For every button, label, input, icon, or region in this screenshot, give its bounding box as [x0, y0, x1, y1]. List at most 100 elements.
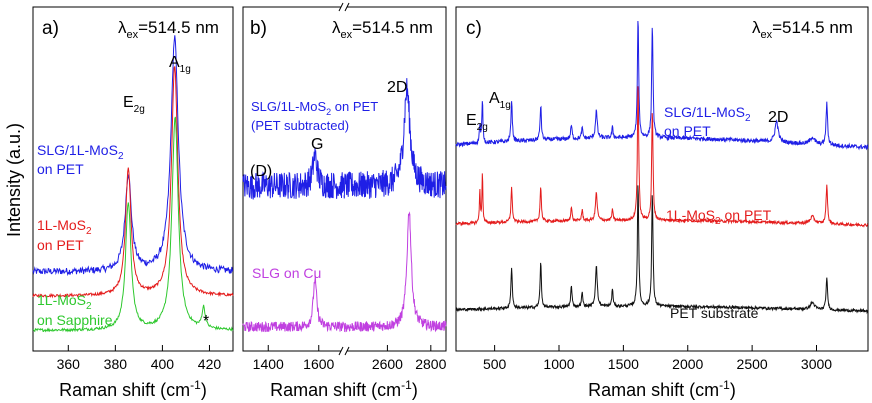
panel-c-series-label-black: PET substrate — [670, 305, 759, 321]
panel-c-red-line2: on PET — [721, 207, 772, 223]
panel-c-lambda: λ — [752, 18, 761, 37]
panel-b-xtick-label-1600: 1600 — [303, 356, 334, 372]
panel-b-break-mark-0b — [344, 2, 350, 12]
panel-c-annot-a1g: A1g — [489, 90, 511, 111]
panel-b-series-0-right — [343, 78, 447, 199]
panel-c-blue-sub: 2 — [745, 113, 751, 124]
panel-b-wavelength-value: =514.5 nm — [352, 18, 433, 37]
panel-b-annot-g: G — [311, 136, 323, 153]
panel-a-e2g-text: E — [123, 94, 134, 111]
panel-a-green-line1: 1L-MoS — [37, 292, 86, 308]
panel-c-series-label-red: 1L-MoS2 on PET — [666, 207, 772, 227]
panel-c-a1g-sub: 1g — [500, 100, 511, 111]
panel-a: 360 380 400 420 a) λex=514.5 nm SLG/1L-MoS2… — [32, 6, 234, 372]
panel-c-xtick-label-500: 500 — [483, 356, 507, 372]
panel-b-break-mark-1a — [338, 346, 344, 356]
panel-c-e2g-text: E — [466, 112, 477, 129]
panel-c-frame — [455, 6, 869, 352]
panel-a-xtick-label-400: 400 — [151, 356, 175, 372]
panel-a-wavelength-value: =514.5 nm — [138, 18, 219, 37]
panel-b-blue-line3: (PET subtracted) — [251, 118, 349, 133]
panel-b-annot-d: (D) — [250, 163, 272, 180]
panel-a-frame — [32, 6, 234, 352]
panel-c-ticks: 500 1000 1500 2000 2500 3000 — [483, 345, 832, 372]
panel-b-series-1-right — [343, 211, 447, 333]
y-axis-label: Intensity (a.u.) — [4, 123, 24, 237]
panel-c-series-1-line — [455, 86, 869, 228]
panel-b-ticks: 1400 1600 2600 2800 — [253, 2, 447, 372]
panel-b-label: b) — [250, 18, 267, 39]
panel-c-xtick-label-3000: 3000 — [801, 356, 832, 372]
panel-c-lambda-sub: ex — [761, 29, 773, 41]
panel-a-series-label-blue: SLG/1L-MoS2 on PET — [37, 142, 127, 177]
panel-b-blue-line1: SLG/1L-MoS — [251, 99, 326, 114]
panel-b-xtick-label-2800: 2800 — [415, 356, 446, 372]
x-axis-label-a: Raman shift (cm-1) — [59, 378, 207, 400]
panel-a-a1g-text: A — [169, 54, 180, 71]
x-axis-label-a-text: Raman shift (cm — [59, 380, 190, 400]
x-axis-label-b: Raman shift (cm-1) — [270, 378, 418, 400]
panel-b-series — [242, 78, 447, 333]
panel-a-e2g-sub: 2g — [134, 104, 145, 115]
panel-a-xtick-label-420: 420 — [198, 356, 222, 372]
panel-a-series-1-line — [32, 66, 234, 299]
panel-c-series-0-line — [455, 20, 869, 151]
panel-a-annot-a1g: A1g — [169, 54, 191, 75]
panel-a-xtick-label-360: 360 — [57, 356, 81, 372]
panel-a-wavelength: λex=514.5 nm — [118, 18, 219, 41]
x-axis-label-b-text: Raman shift (cm — [270, 380, 401, 400]
panel-a-label: a) — [42, 18, 59, 39]
panel-b-xtick-label-1400: 1400 — [253, 356, 284, 372]
panel-b-series-1-left — [242, 275, 344, 333]
panel-b-lambda: λ — [332, 18, 341, 37]
panel-b-blue-line2: on PET — [331, 99, 378, 114]
panel-a-blue-line2: on PET — [37, 161, 84, 177]
x-axis-label-a-sup: -1 — [190, 378, 201, 392]
panel-a-a1g-sub: 1g — [180, 64, 191, 75]
panel-b-break-gap-1 — [341, 347, 347, 355]
panel-b-xtick-label-2600: 2600 — [372, 356, 403, 372]
panel-b-break-gap-0 — [341, 3, 347, 11]
panel-c-red-sub: 2 — [715, 216, 721, 227]
panel-c-red-line1: 1L-MoS — [666, 207, 715, 223]
panel-a-annot-e2g: E2g — [123, 94, 145, 115]
panel-b-purple-line1: SLG on Cu — [252, 265, 321, 281]
panel-b-blue-sub: 2 — [326, 107, 331, 117]
panel-c-xtick-label-2000: 2000 — [672, 356, 703, 372]
panel-a-red-line1: 1L-MoS — [37, 217, 86, 233]
panel-c-xtick-label-1500: 1500 — [608, 356, 639, 372]
x-axis-label-c-text: Raman shift (cm — [588, 380, 719, 400]
panel-a-lambda: λ — [118, 18, 127, 37]
panel-b: 1400 1600 2600 2800 b) λex=514.5 nm SLG/1L-… — [242, 2, 447, 372]
panel-a-blue-sub: 2 — [118, 151, 124, 162]
panel-a-series-0-line — [32, 35, 234, 277]
panel-a-series-label-green: 1L-MoS2 on Sapphire — [37, 292, 113, 328]
panel-c-series-2-line — [455, 185, 869, 315]
panel-c-wavelength-value: =514.5 nm — [772, 18, 853, 37]
panel-c-blue-line1: SLG/1L-MoS — [664, 104, 745, 120]
panel-c-e2g-sub: 2g — [477, 122, 488, 133]
panel-a-annot-star: * — [203, 313, 209, 330]
panel-b-break-mark-1b — [344, 346, 350, 356]
panel-a-xtick-label-380: 380 — [104, 356, 128, 372]
panel-a-green-sub: 2 — [86, 301, 92, 312]
x-axis-label-b-close: ) — [412, 380, 418, 400]
panel-a-red-line2: on PET — [37, 237, 84, 253]
panel-c-label: c) — [466, 18, 482, 39]
panel-c: 500 1000 1500 2000 2500 3000 c) λex=514.5 nm … — [455, 6, 869, 372]
panel-b-wavelength: λex=514.5 nm — [332, 18, 433, 41]
panel-b-series-label-purple: SLG on Cu — [252, 265, 321, 281]
panel-a-lambda-sub: ex — [127, 29, 139, 41]
x-axis-label-b-sup: -1 — [401, 378, 412, 392]
panel-b-series-label-blue: SLG/1L-MoS2 on PET (PET subtracted) — [251, 99, 382, 133]
panel-c-black-line1: PET substrate — [670, 305, 759, 321]
panel-b-series-0-left — [242, 147, 345, 200]
panel-a-series-2-line — [32, 116, 234, 333]
panel-c-series — [455, 20, 869, 315]
x-axis-label-c-close: ) — [730, 380, 736, 400]
panel-c-xtick-label-2500: 2500 — [737, 356, 768, 372]
panel-c-annot-2d: 2D — [768, 109, 788, 126]
panel-a-green-line2: on Sapphire — [37, 312, 113, 328]
panel-c-a1g-text: A — [489, 90, 500, 107]
